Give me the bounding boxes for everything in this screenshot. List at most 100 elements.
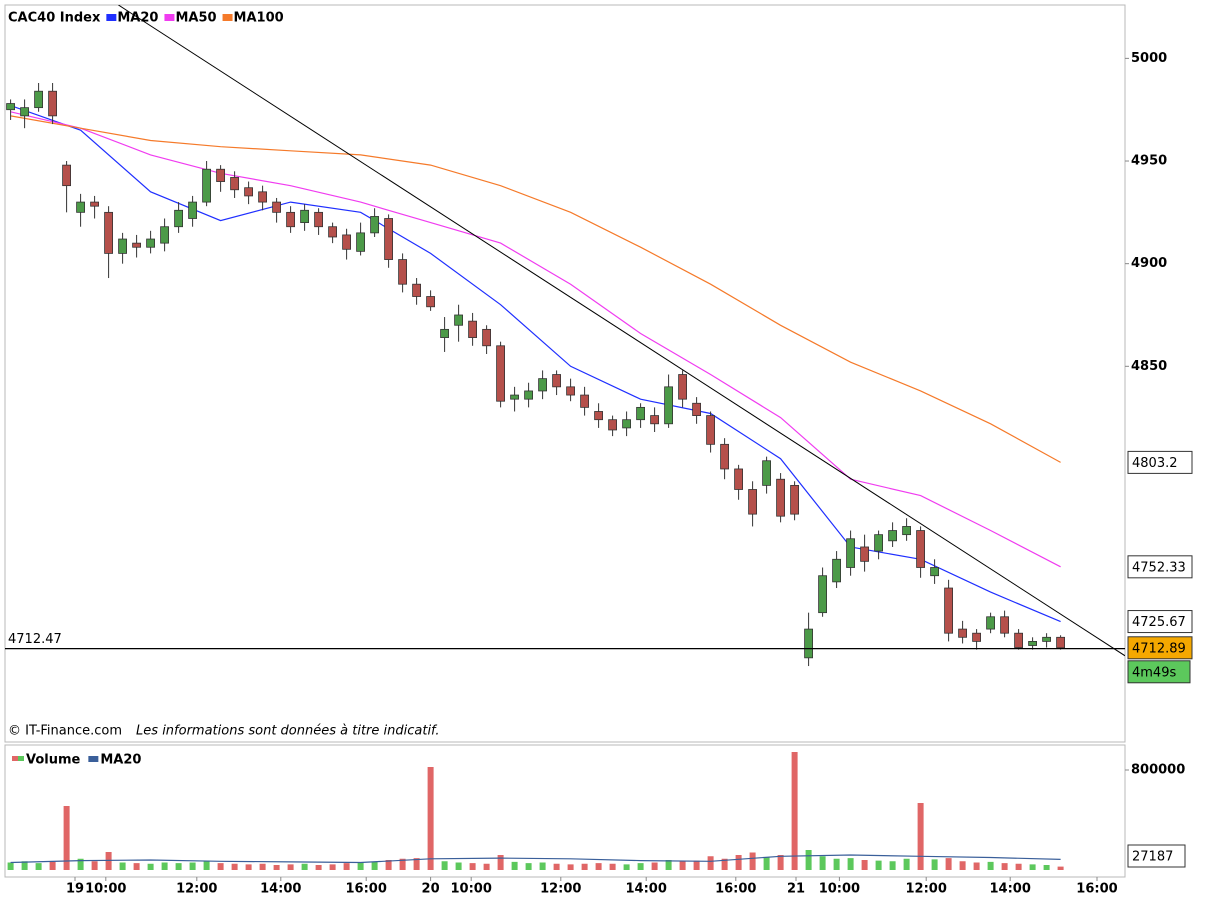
legend-label: MA20 <box>100 753 141 768</box>
x-tick-label: 10:00 <box>85 882 126 897</box>
volume-bar <box>595 863 602 870</box>
candle-body <box>748 489 757 515</box>
volume-bar <box>567 864 574 870</box>
trend-line <box>118 5 1125 657</box>
volume-bar <box>1015 863 1022 870</box>
volume-bar <box>1029 864 1036 870</box>
ma-line <box>10 115 1061 463</box>
last-ma-label-box <box>1127 555 1193 579</box>
volume-bar <box>357 862 364 870</box>
reference-label: 4712.47 <box>8 632 62 647</box>
volume-bar <box>1001 863 1008 870</box>
candle-body <box>678 374 687 400</box>
volume-bar <box>301 863 308 870</box>
countdown-box <box>1127 660 1191 684</box>
volume-bar <box>1057 866 1064 870</box>
candle-body <box>832 558 841 583</box>
candle-body <box>664 386 673 425</box>
day-tick-label: 20 <box>422 882 440 897</box>
candle-body <box>762 460 771 486</box>
volume-bar <box>259 863 266 870</box>
candle-body <box>818 575 827 614</box>
volume-bar <box>35 863 42 870</box>
legend-swatch <box>12 756 18 761</box>
candle-body <box>244 187 254 197</box>
volume-bar <box>203 861 210 870</box>
volume-bar <box>707 856 714 870</box>
overlay: 4850 4900 4950 5000 4712.47 4725.67 4752.33 480… <box>8 11 1193 897</box>
x-tick-label: 14:00 <box>626 882 667 897</box>
volume-bar <box>189 862 196 870</box>
candle-body <box>48 90 57 117</box>
candle-body <box>146 238 156 248</box>
candle-body <box>524 390 533 400</box>
candle-body <box>510 394 520 400</box>
candle-body <box>104 211 113 254</box>
volume-bar <box>441 861 448 870</box>
candle-body <box>636 406 645 421</box>
price-panel <box>4 4 1126 743</box>
candle-body <box>944 587 953 634</box>
x-tick-label: 16:00 <box>1076 882 1117 897</box>
volume-bar <box>399 858 406 870</box>
candle-body <box>202 168 212 203</box>
volume-bar <box>847 858 854 870</box>
candle-body <box>496 345 506 402</box>
price-plot <box>5 5 1125 667</box>
y-tick-label: 4950 <box>1131 154 1167 169</box>
volume-bar <box>763 857 770 870</box>
chart-title: CAC40 Index <box>8 11 101 26</box>
volume-bar <box>721 858 728 870</box>
candle-body <box>1000 616 1009 634</box>
volume-bar <box>497 855 504 870</box>
volume-title: Volume <box>26 753 81 768</box>
y-tick-label: 4850 <box>1131 359 1167 374</box>
volume-bar <box>889 861 896 870</box>
candle-body <box>930 567 939 577</box>
candle-body <box>272 201 282 213</box>
candle-body <box>622 419 631 429</box>
candle-body <box>118 238 127 254</box>
volume-bar <box>973 862 980 870</box>
candle-body <box>342 234 352 250</box>
volume-ma-line <box>10 854 1061 864</box>
volume-bar <box>791 752 798 870</box>
last-price-label: 4712.89 <box>1132 641 1186 656</box>
legend-swatch <box>222 14 233 21</box>
volume-bar <box>287 864 294 870</box>
volume-bar <box>1043 865 1050 870</box>
candle-body <box>972 632 981 642</box>
volume-bar <box>875 860 882 870</box>
volume-bar <box>469 863 476 870</box>
volume-bar <box>735 855 742 870</box>
volume-bar <box>49 861 56 870</box>
candle-body <box>62 164 71 187</box>
candle-body <box>328 226 338 238</box>
last-ma-label-box <box>1127 610 1193 634</box>
candle-body <box>160 226 170 244</box>
source: © IT-Finance.com <box>8 724 122 739</box>
volume-bar <box>7 862 14 870</box>
candle-body <box>132 242 142 248</box>
legend-swatch <box>106 14 117 21</box>
candle-body <box>454 314 464 326</box>
volume-bar <box>805 850 812 870</box>
last-price-label-box <box>1127 636 1193 660</box>
x-tick-label: 12:00 <box>540 882 581 897</box>
volume-bar <box>665 860 672 870</box>
candle-body <box>356 232 366 252</box>
candle-body <box>986 616 995 630</box>
volume-bar <box>91 861 98 870</box>
candle-body <box>720 443 729 470</box>
candle-body <box>650 415 659 425</box>
volume-bar <box>427 767 434 870</box>
volume-bar <box>623 864 630 870</box>
volume-bar <box>693 860 700 870</box>
candle-body <box>692 402 701 416</box>
candle-body <box>216 168 226 182</box>
legend-swatch <box>88 756 99 762</box>
volume-bar <box>105 852 112 870</box>
day-tick-label: 19 <box>66 882 84 897</box>
